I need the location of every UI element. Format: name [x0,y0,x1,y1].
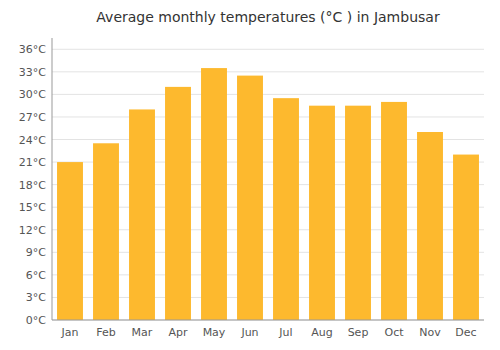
x-ticks: Jan Feb Mar Apr May Jun Jul Aug Sep Oct Nov Dec [61,326,477,339]
grid-line [52,71,484,72]
bar [309,106,335,320]
grid-line [52,49,484,50]
bar [201,68,227,320]
x-tick-label: Apr [168,326,188,339]
y-tick-label: 18°C [19,179,46,192]
y-tick-label: 3°C [26,291,46,304]
bar [237,76,263,320]
chart-container: Average monthly temperatures (°C ) in Ja… [0,0,500,350]
bar [381,102,407,320]
grid [52,49,484,320]
bars [57,68,479,320]
x-tick-label: Jul [278,326,292,339]
x-tick-label: Nov [419,326,441,339]
grid-line [52,116,484,117]
x-tick-label: Aug [311,326,332,339]
x-tick-label: Sep [348,326,369,339]
x-tick-label: Mar [132,326,153,339]
y-tick-label: 27°C [19,111,46,124]
grid-line [52,320,484,321]
y-tick-label: 9°C [26,246,46,259]
bar [93,143,119,320]
x-tick-label: Jan [61,326,79,339]
bar [453,155,479,320]
y-tick-label: 24°C [19,134,46,147]
bar [417,132,443,320]
y-tick-label: 0°C [26,314,46,327]
y-tick-label: 36°C [19,43,46,56]
y-tick-label: 33°C [19,66,46,79]
x-tick-label: Feb [96,326,115,339]
bar [345,106,371,320]
y-tick-label: 30°C [19,88,46,101]
y-tick-label: 6°C [26,269,46,282]
y-axis-line [52,38,53,320]
x-tick-label: Jun [240,326,258,339]
title: Average monthly temperatures (°C ) in Ja… [96,9,440,25]
chart-svg: Average monthly temperatures (°C ) in Ja… [0,0,500,350]
y-tick-label: 15°C [19,201,46,214]
y-tick-label: 12°C [19,224,46,237]
y-tick-label: 21°C [19,156,46,169]
grid-line [52,94,484,95]
bar [57,162,83,320]
bar [273,98,299,320]
y-ticks: 0°C 3°C 6°C 9°C 12°C 15°C 18°C 21°C 24°C 27°C 30°C… [19,43,46,327]
x-tick-label: May [203,326,226,339]
bar [129,109,155,320]
bar [165,87,191,320]
x-tick-label: Dec [455,326,476,339]
x-axis-line [52,320,484,321]
x-tick-label: Oct [384,326,404,339]
